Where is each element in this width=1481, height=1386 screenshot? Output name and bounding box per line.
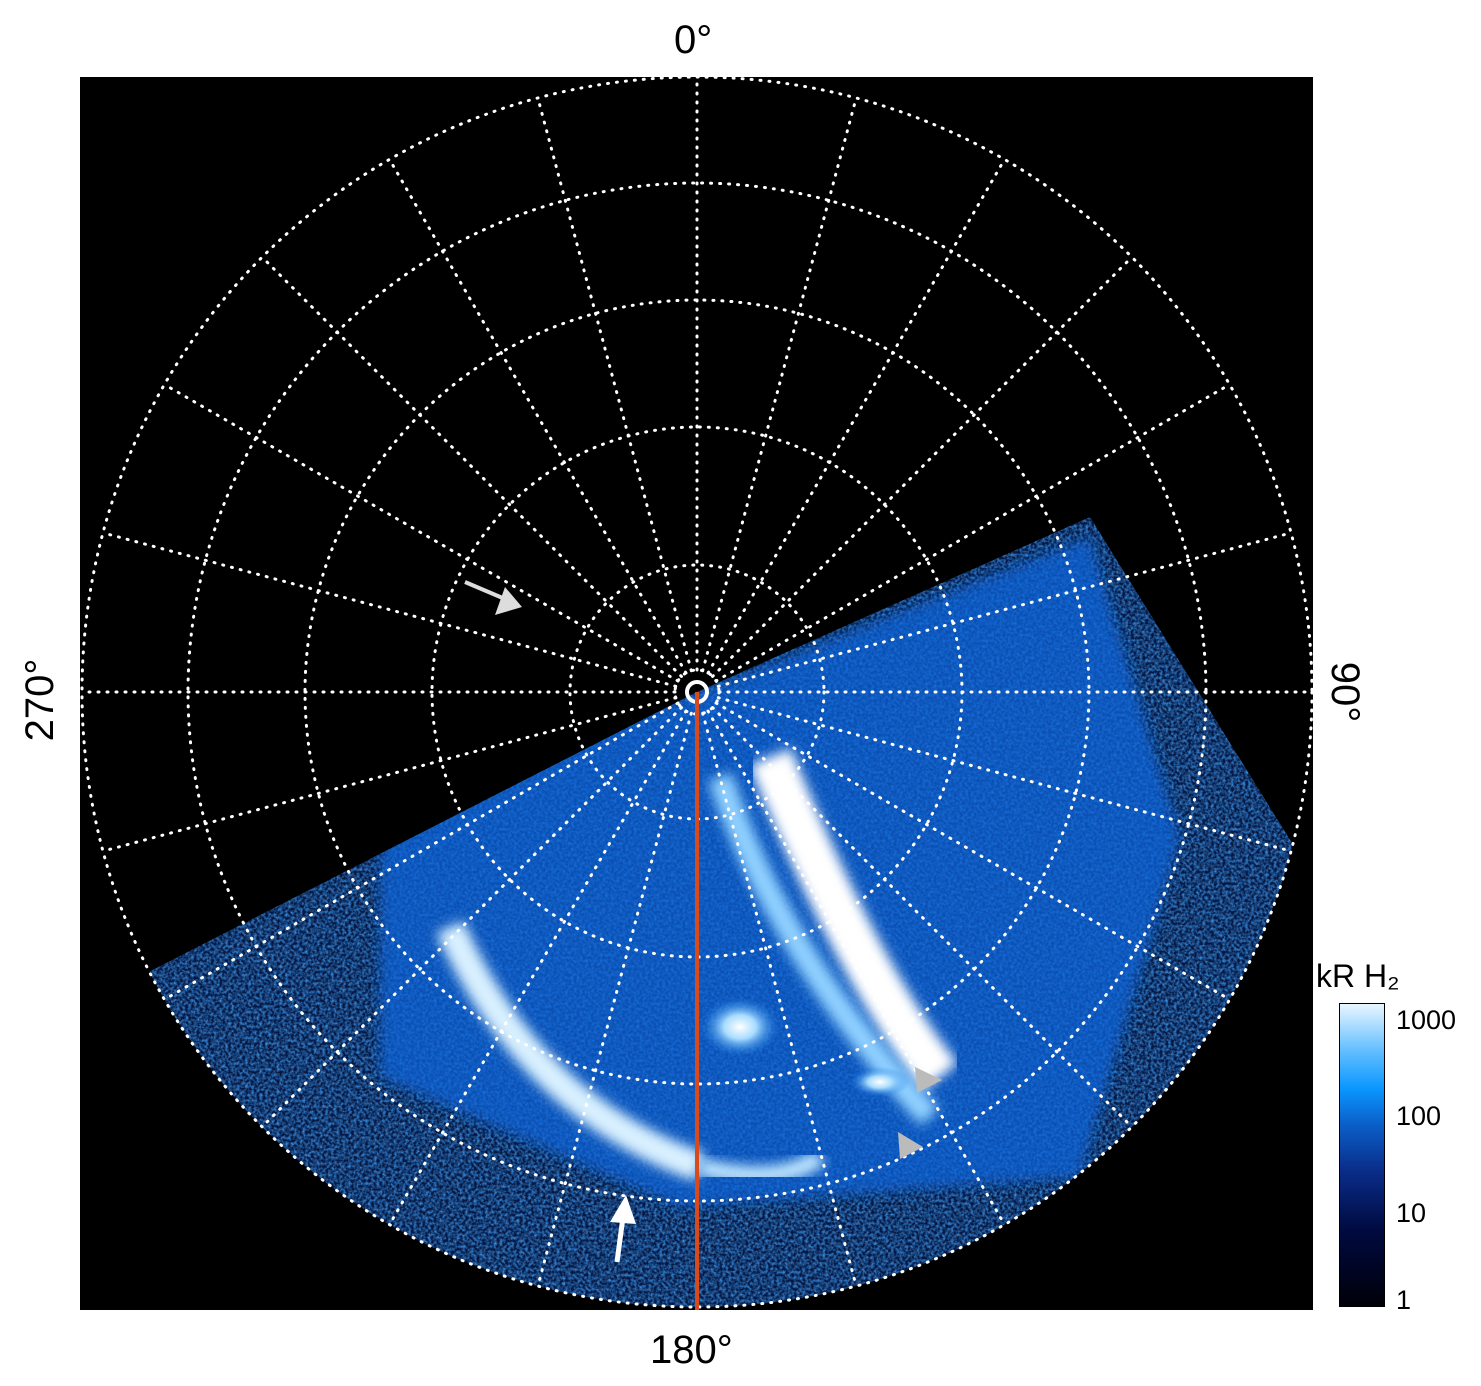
- label-90deg: 90°: [1323, 661, 1367, 723]
- meridian-line: [260, 706, 683, 1129]
- meridian-line: [260, 255, 683, 678]
- meridian-line: [162, 701, 680, 1001]
- label-270deg: 270°: [18, 658, 62, 742]
- meridian-line: [388, 709, 688, 1227]
- arrow-bottom: [610, 1195, 636, 1263]
- meridian-line: [701, 711, 858, 1288]
- polar-projection-map: [80, 77, 1313, 1310]
- meridian-line: [706, 709, 1006, 1227]
- lat-lon-grid: [80, 77, 1313, 1309]
- meridian-line: [701, 96, 858, 673]
- meridian-line: [101, 696, 678, 853]
- meridian-line: [536, 711, 693, 1288]
- arrowhead-grey-lower-right: [898, 1132, 923, 1159]
- meridian-line: [388, 157, 688, 675]
- colorbar-title: kR H₂: [1316, 960, 1400, 992]
- arrowhead-grey-right: [915, 1067, 942, 1093]
- meridian-line: [711, 255, 1134, 678]
- colorbar-tick-1000: 1000: [1396, 1005, 1457, 1035]
- meridian-line: [714, 383, 1232, 683]
- colorbar: [1339, 1003, 1385, 1307]
- colorbar-tick-100: 100: [1396, 1101, 1442, 1131]
- colorbar-tick-1: 1: [1396, 1285, 1412, 1315]
- meridian-line: [162, 383, 680, 683]
- meridian-line: [716, 531, 1293, 688]
- meridian-line: [714, 701, 1232, 1001]
- meridian-line: [716, 696, 1293, 853]
- meridian-line: [536, 96, 693, 673]
- colorbar-label: kR H₂: [1316, 958, 1400, 994]
- label-180deg: 180°: [650, 1328, 733, 1372]
- latitude-circle: [80, 77, 1313, 1309]
- label-0deg: 0°: [674, 18, 713, 62]
- meridian-line: [101, 531, 678, 688]
- arrow-upper-left: [464, 580, 522, 615]
- meridian-line: [711, 706, 1134, 1129]
- colorbar-tick-10: 10: [1396, 1198, 1427, 1228]
- meridian-line: [706, 157, 1006, 675]
